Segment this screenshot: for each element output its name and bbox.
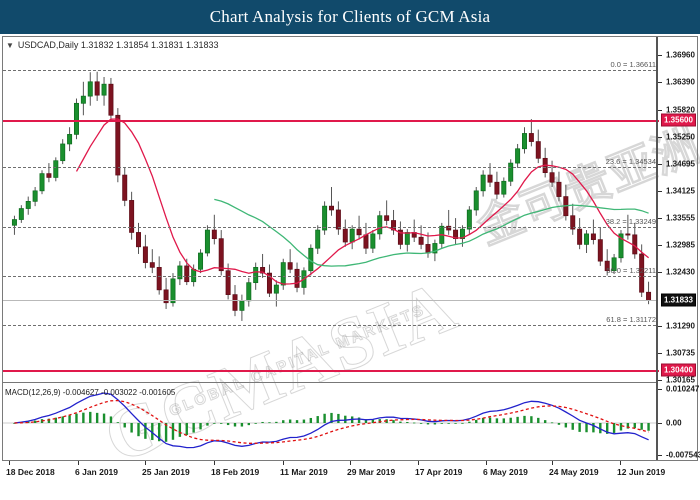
fib-level-label: 61.8 = 1.31172: [606, 315, 656, 324]
candlestick-svg: [11, 71, 652, 321]
date-axis-tick: [214, 461, 215, 465]
macd-tick-label: -0.007543: [666, 450, 700, 460]
date-axis-label: 6 Jan 2019: [75, 467, 119, 477]
price-tick-mark: [658, 218, 662, 219]
date-axis-tick: [552, 461, 553, 465]
price-tick-mark: [658, 245, 662, 246]
date-axis-label: 18 Feb 2019: [211, 467, 260, 477]
price-highlight-label: 1.35600: [661, 113, 696, 127]
date-axis-label: 11 Mar 2019: [280, 467, 328, 477]
macd-tick-mark: [658, 389, 662, 390]
title-bar: Chart Analysis for Clients of GCM Asia: [0, 0, 700, 34]
fib-level-line: [3, 167, 656, 168]
date-axis-label: 18 Dec 2018: [6, 467, 55, 477]
date-axis-label: 25 Jan 2019: [142, 467, 190, 477]
price-tick-label: 1.36960: [666, 50, 695, 60]
fib-level-line: [3, 70, 656, 71]
chevron-down-icon[interactable]: ▼: [6, 41, 14, 50]
price-tick-label: 1.35820: [666, 105, 695, 115]
fib-level-label: 38.2 = 1.33249: [605, 217, 656, 226]
price-tick-label: 1.34695: [666, 159, 695, 169]
price-tick-mark: [658, 191, 662, 192]
price-tick-label: 1.30735: [666, 348, 695, 358]
price-tick-mark: [658, 137, 662, 138]
price-tick-label: 1.31290: [666, 321, 695, 331]
date-axis-tick: [418, 461, 419, 465]
price-tick-label: 1.33555: [666, 213, 695, 223]
fib-level-label: 50.0 = 1.32211: [606, 266, 656, 275]
macd-tick-label: 0.00: [666, 418, 682, 428]
macd-tick-label: 0.010247: [666, 384, 700, 394]
support-resistance-line: [3, 370, 659, 372]
date-axis[interactable]: 18 Dec 2018 6 Jan 2019 25 Jan 2019 18 Feb 2…: [2, 461, 698, 483]
price-tick-mark: [658, 164, 662, 165]
chart-frame: [2, 36, 698, 461]
price-tick-label: 1.30165: [666, 375, 695, 385]
price-highlight-label: 1.31833: [661, 293, 696, 307]
price-tick-mark: [658, 82, 662, 83]
date-axis-tick: [350, 461, 351, 465]
macd-svg: [3, 392, 656, 449]
macd-tick-mark: [658, 423, 662, 424]
date-axis-label: 12 Jun 2019: [617, 467, 666, 477]
date-axis-label: 17 Apr 2019: [415, 467, 463, 477]
price-axis[interactable]: 1.36960 1.36390 1.35820 1.35250 1.34695 1.341…: [658, 36, 700, 461]
price-tick-label: 1.36390: [666, 77, 695, 87]
price-tick-label: 1.34125: [666, 186, 695, 196]
price-tick-label: 1.35250: [666, 132, 695, 142]
page-title: Chart Analysis for Clients of GCM Asia: [209, 7, 491, 26]
date-axis-tick: [9, 461, 10, 465]
fib-level-line: [3, 276, 656, 277]
price-tick-mark: [658, 380, 662, 381]
quote-line-text: USDCAD,Daily 1.31832 1.31854 1.31831 1.3…: [17, 40, 219, 50]
date-axis-tick: [620, 461, 621, 465]
price-tick-label: 1.32985: [666, 240, 695, 250]
price-axis-line: [656, 37, 662, 460]
macd-label: MACD(12,26,9) -0.004627 -0.003022 -0.001…: [5, 388, 176, 397]
quote-line: ▼ USDCAD,Daily 1.31832 1.31854 1.31831 1.…: [6, 40, 219, 50]
date-axis-label: 6 May 2019: [483, 467, 528, 477]
macd-separator: [3, 382, 656, 383]
support-resistance-line: [3, 120, 659, 122]
price-tick-mark: [658, 272, 662, 273]
price-tick-mark: [658, 326, 662, 327]
macd-tick-mark: [658, 455, 662, 456]
date-axis-tick: [486, 461, 487, 465]
date-axis-tick: [145, 461, 146, 465]
fib-level-label: 0.0 = 1.36611: [610, 60, 656, 69]
macd-panel: [3, 386, 656, 460]
current-price-line: [3, 300, 656, 301]
price-chart-plot: [3, 50, 656, 355]
date-axis-label: 29 Mar 2019: [347, 467, 396, 477]
fib-level-label: 23.6 = 1.34534: [605, 157, 656, 166]
price-highlight-label: 1.30400: [661, 363, 696, 377]
price-tick-mark: [658, 110, 662, 111]
date-axis-label: 24 May 2019: [549, 467, 599, 477]
date-axis-tick: [78, 461, 79, 465]
fib-level-line: [3, 325, 656, 326]
price-tick-mark: [658, 353, 662, 354]
fib-level-line: [3, 227, 656, 228]
price-tick-mark: [658, 55, 662, 56]
price-tick-label: 1.32430: [666, 267, 695, 277]
date-axis-tick: [283, 461, 284, 465]
